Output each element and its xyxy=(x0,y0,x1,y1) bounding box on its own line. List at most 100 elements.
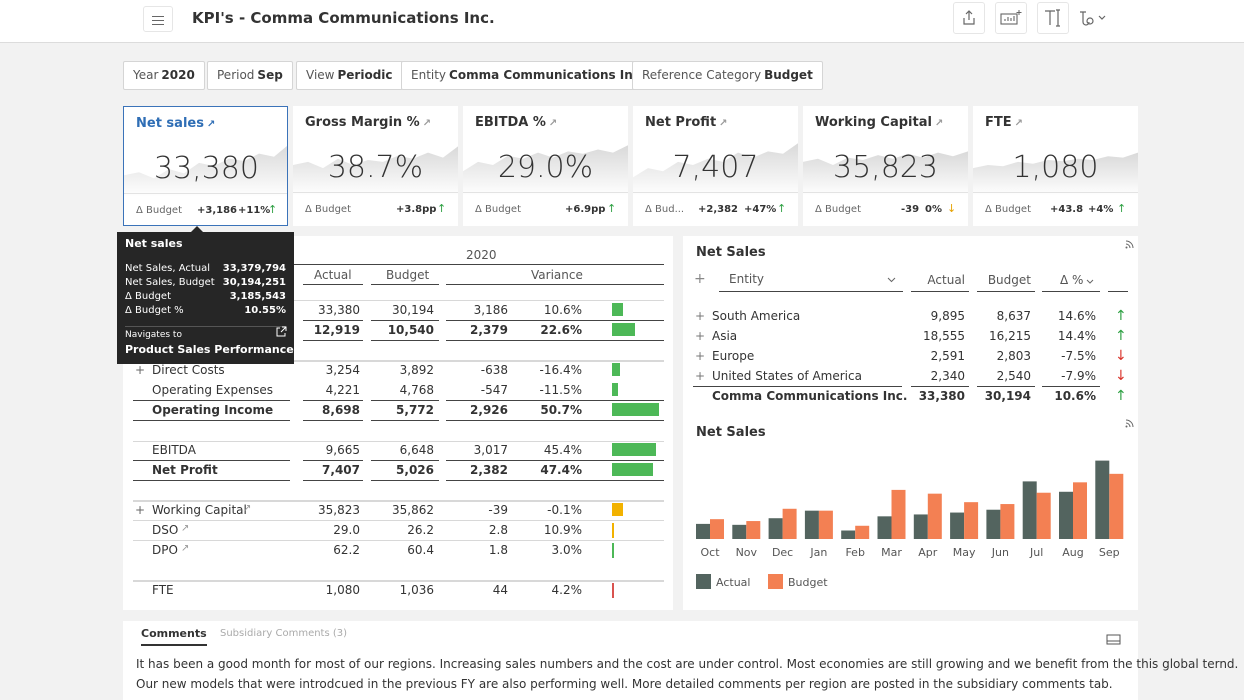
bar-actual-aug[interactable] xyxy=(1059,491,1073,539)
chevron-down-icon[interactable] xyxy=(1086,279,1094,284)
kpi-tile-fte[interactable]: FTE ↗︎ 1,080 Δ Budget +43.8 +4% ↑ xyxy=(973,106,1138,226)
pl-row-label: Operating Income xyxy=(152,403,274,417)
style-dropdown[interactable] xyxy=(1077,8,1111,28)
pl-variance-pct: 47.4% xyxy=(540,463,582,477)
arrow-down-icon: ↓ xyxy=(1115,368,1127,384)
filter-entity[interactable]: Entity Comma Communications Inc. xyxy=(401,61,655,90)
tab-comments[interactable]: Comments xyxy=(141,627,207,646)
pl-variance: 3,017 xyxy=(473,443,508,457)
filter-label: Period xyxy=(217,68,255,82)
bar-actual-jun[interactable] xyxy=(986,509,1001,539)
bar-actual-jul[interactable] xyxy=(1022,481,1037,539)
bar-budget-aug[interactable] xyxy=(1073,482,1087,539)
external-link-icon[interactable]: ↗︎ xyxy=(1014,118,1024,129)
external-link-icon[interactable]: ↗︎ xyxy=(206,119,216,130)
bar-budget-sep[interactable] xyxy=(1109,473,1124,539)
pl-variance: 2,379 xyxy=(470,323,508,337)
legend-label-budget[interactable]: Budget xyxy=(788,576,828,589)
kpi-delta-pct: +47% xyxy=(744,204,777,215)
menu-icon-line xyxy=(152,24,164,25)
share-button[interactable] xyxy=(953,2,985,34)
filter-reference-category[interactable]: Reference Category Budget xyxy=(632,61,823,90)
external-link-icon[interactable]: ↗︎ xyxy=(181,523,190,534)
external-link-icon[interactable]: ↗︎ xyxy=(243,503,252,514)
bar-actual-mar[interactable] xyxy=(877,516,892,539)
entity-dropdown[interactable]: Entity xyxy=(719,270,903,292)
kpi-tooltip: Net sales Net Sales, Actual 33,379,794 Net… xyxy=(117,226,294,364)
x-tick-label: Jul xyxy=(1029,546,1043,559)
pl-variance: -39 xyxy=(488,503,508,517)
external-link-icon[interactable]: ↗︎ xyxy=(548,118,558,129)
tab-subsidiary-comments[interactable]: Subsidiary Comments (3) xyxy=(220,628,348,639)
bar-budget-apr[interactable] xyxy=(927,493,942,539)
divider xyxy=(303,284,363,285)
bar-budget-dec[interactable] xyxy=(782,508,797,539)
tooltip-title: Net sales xyxy=(125,237,183,250)
bar-actual-oct[interactable] xyxy=(696,523,710,539)
legend-label-actual[interactable]: Actual xyxy=(716,576,750,589)
external-link-icon[interactable]: ↗︎ xyxy=(719,118,728,129)
pl-row-label[interactable]: DSO xyxy=(152,523,179,537)
pl-variance-pct: -16.4% xyxy=(539,363,582,377)
kpi-tile-ebitda[interactable]: EBITDA % ↗︎ 29.0% Δ Budget +6.9pp ↑ xyxy=(463,106,628,226)
bar-actual-sep[interactable] xyxy=(1095,460,1110,539)
pl-row-label[interactable]: Working Capital xyxy=(152,503,247,517)
filter-period[interactable]: Period Sep xyxy=(207,61,293,90)
kpi-footer: Δ Budget -39 0% ↓ xyxy=(803,192,968,226)
bar-actual-jan[interactable] xyxy=(804,510,819,539)
kpi-delta-label: Δ Budget xyxy=(475,204,521,215)
external-link-icon[interactable]: ↗︎ xyxy=(181,543,190,554)
kpi-tile-gross-margin[interactable]: Gross Margin % ↗︎ 38.7% Δ Budget +3.8pp ↑ xyxy=(293,106,458,226)
bar-actual-apr[interactable] xyxy=(913,514,928,539)
expand-all-icon[interactable]: + xyxy=(694,271,706,287)
bar-budget-jan[interactable] xyxy=(818,510,833,539)
sparkline xyxy=(973,152,1138,196)
rss-icon[interactable] xyxy=(1125,240,1134,249)
bar-actual-may[interactable] xyxy=(950,512,965,539)
bar-actual-feb[interactable] xyxy=(841,530,856,540)
expand-icon[interactable]: + xyxy=(135,503,146,517)
bar-actual-dec[interactable] xyxy=(768,518,783,539)
kpi-value: 33,380 xyxy=(154,151,259,186)
bar-budget-nov[interactable] xyxy=(746,521,761,539)
comment-box-icon[interactable] xyxy=(1106,634,1121,645)
add-chart-button[interactable] xyxy=(995,2,1027,34)
bar-budget-mar[interactable] xyxy=(891,489,906,539)
external-link-icon[interactable]: ↗︎ xyxy=(422,118,432,129)
pl-row-label[interactable]: DPO xyxy=(152,543,178,557)
expand-icon[interactable]: + xyxy=(695,329,706,343)
col-delta-pct[interactable]: Δ % xyxy=(1060,273,1084,287)
external-link-icon[interactable]: ↗︎ xyxy=(934,118,944,129)
kpi-tile-net-profit[interactable]: Net Profit ↗︎ 7,407 Δ Bud... +2,382 +47% … xyxy=(633,106,798,226)
filter-view[interactable]: View Periodic xyxy=(296,61,403,90)
expand-icon[interactable]: + xyxy=(135,363,146,377)
external-link-icon[interactable] xyxy=(276,326,287,337)
tooltip-nav-target[interactable]: Product Sales Performance xyxy=(125,343,294,356)
bar-budget-jun[interactable] xyxy=(1000,504,1015,539)
menu-button[interactable] xyxy=(143,6,173,32)
tooltip-divider xyxy=(125,326,286,327)
text-button[interactable] xyxy=(1037,2,1069,34)
pl-budget: 26.2 xyxy=(407,523,434,537)
bar-budget-may[interactable] xyxy=(964,502,979,539)
filter-year[interactable]: Year 2020 xyxy=(123,61,205,90)
region-delta-pct: -7.5% xyxy=(1061,349,1096,363)
expand-icon[interactable]: + xyxy=(695,309,706,323)
region-label: United States of America xyxy=(712,369,862,383)
kpi-tile-working-capital[interactable]: Working Capital ↗︎ 35,823 Δ Budget -39 0%… xyxy=(803,106,968,226)
expand-icon[interactable]: + xyxy=(695,369,706,383)
bar-budget-jul[interactable] xyxy=(1036,492,1051,539)
tooltip-key: Δ Budget xyxy=(125,291,171,302)
expand-icon[interactable]: + xyxy=(695,349,706,363)
kpi-title: Net sales ↗︎ xyxy=(136,116,215,131)
kpi-delta-label: Δ Bud... xyxy=(645,204,685,215)
bar-budget-oct[interactable] xyxy=(710,519,724,539)
divider xyxy=(977,291,1035,292)
rss-icon[interactable] xyxy=(1125,419,1134,428)
bar-budget-feb[interactable] xyxy=(855,525,870,539)
divider xyxy=(446,420,664,421)
x-tick-label: Feb xyxy=(845,546,864,559)
bar-actual-nov[interactable] xyxy=(732,524,747,539)
pl-budget: 6,648 xyxy=(399,443,434,457)
kpi-tile-net-sales[interactable]: Net sales ↗︎ 33,380 Δ Budget +3,186 +11% … xyxy=(123,106,288,226)
